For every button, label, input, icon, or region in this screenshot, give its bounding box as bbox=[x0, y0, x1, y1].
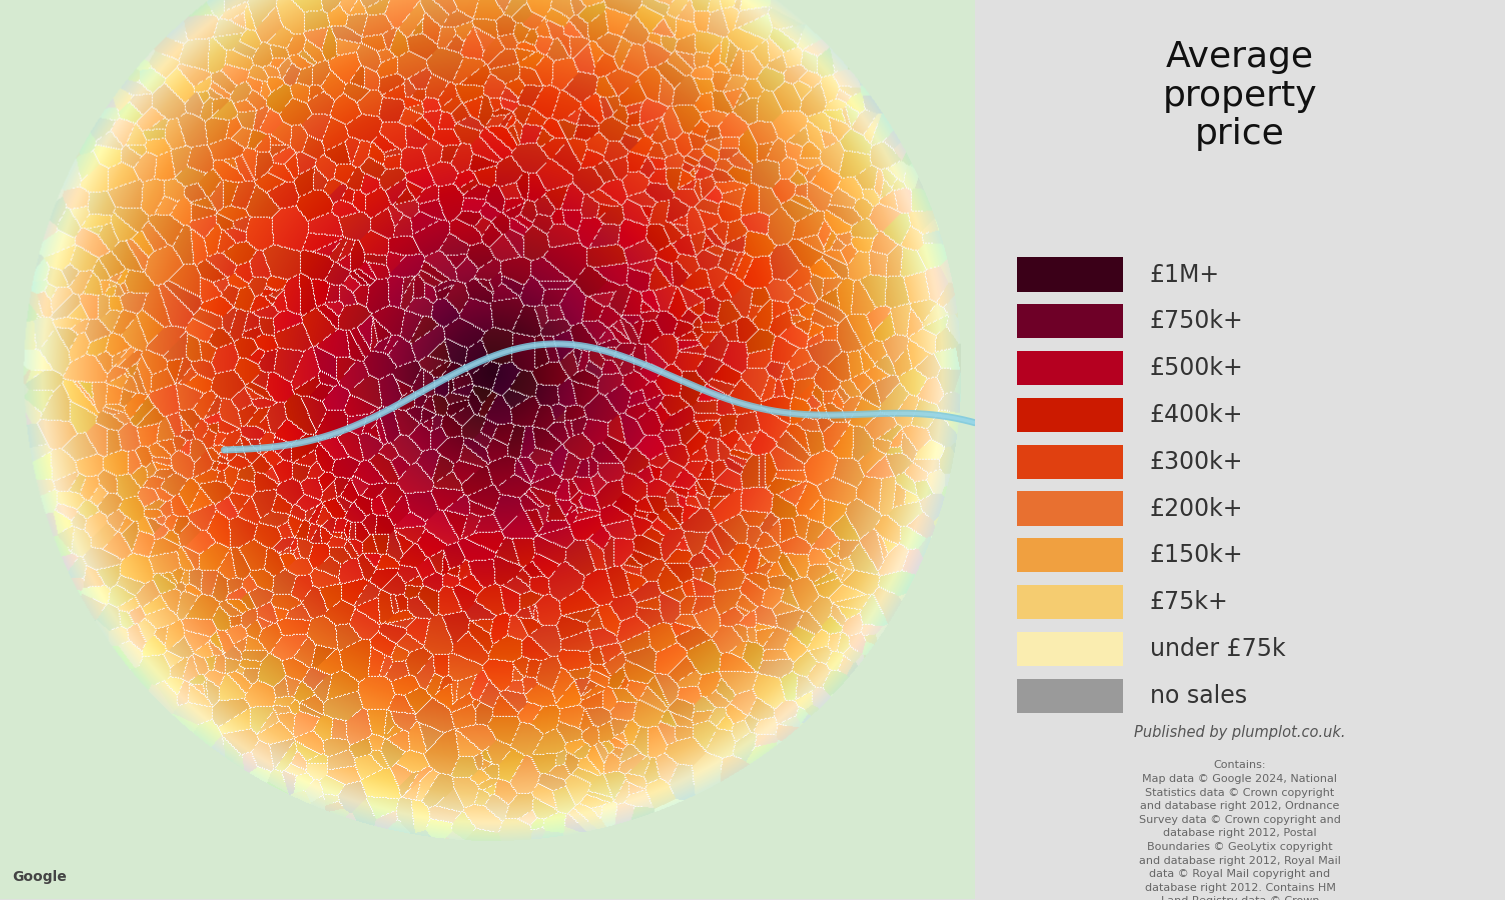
Bar bbox=[1017, 538, 1123, 572]
Text: under £75k: under £75k bbox=[1150, 637, 1285, 661]
Bar bbox=[1017, 257, 1123, 292]
Text: no sales: no sales bbox=[1150, 684, 1248, 707]
Text: £75k+: £75k+ bbox=[1150, 590, 1228, 614]
Text: Google: Google bbox=[12, 869, 68, 884]
Bar bbox=[1017, 632, 1123, 666]
Bar bbox=[1017, 491, 1123, 526]
Text: Published by plumplot.co.uk.: Published by plumplot.co.uk. bbox=[1135, 724, 1345, 740]
Text: £1M+: £1M+ bbox=[1150, 263, 1221, 286]
Bar bbox=[1017, 351, 1123, 385]
Bar bbox=[1017, 445, 1123, 479]
Text: £750k+: £750k+ bbox=[1150, 310, 1243, 333]
Text: £400k+: £400k+ bbox=[1150, 403, 1243, 427]
Text: Average
property
price: Average property price bbox=[1163, 40, 1317, 150]
Bar bbox=[1017, 585, 1123, 619]
Text: £200k+: £200k+ bbox=[1150, 497, 1243, 520]
Bar bbox=[1017, 398, 1123, 432]
Text: £500k+: £500k+ bbox=[1150, 356, 1243, 380]
Bar bbox=[1017, 679, 1123, 713]
Text: £150k+: £150k+ bbox=[1150, 544, 1243, 567]
Text: £300k+: £300k+ bbox=[1150, 450, 1243, 473]
Bar bbox=[1017, 304, 1123, 338]
Text: Contains:
Map data © Google 2024, National
Statistics data © Crown copyright
and: Contains: Map data © Google 2024, Nation… bbox=[1139, 760, 1341, 900]
